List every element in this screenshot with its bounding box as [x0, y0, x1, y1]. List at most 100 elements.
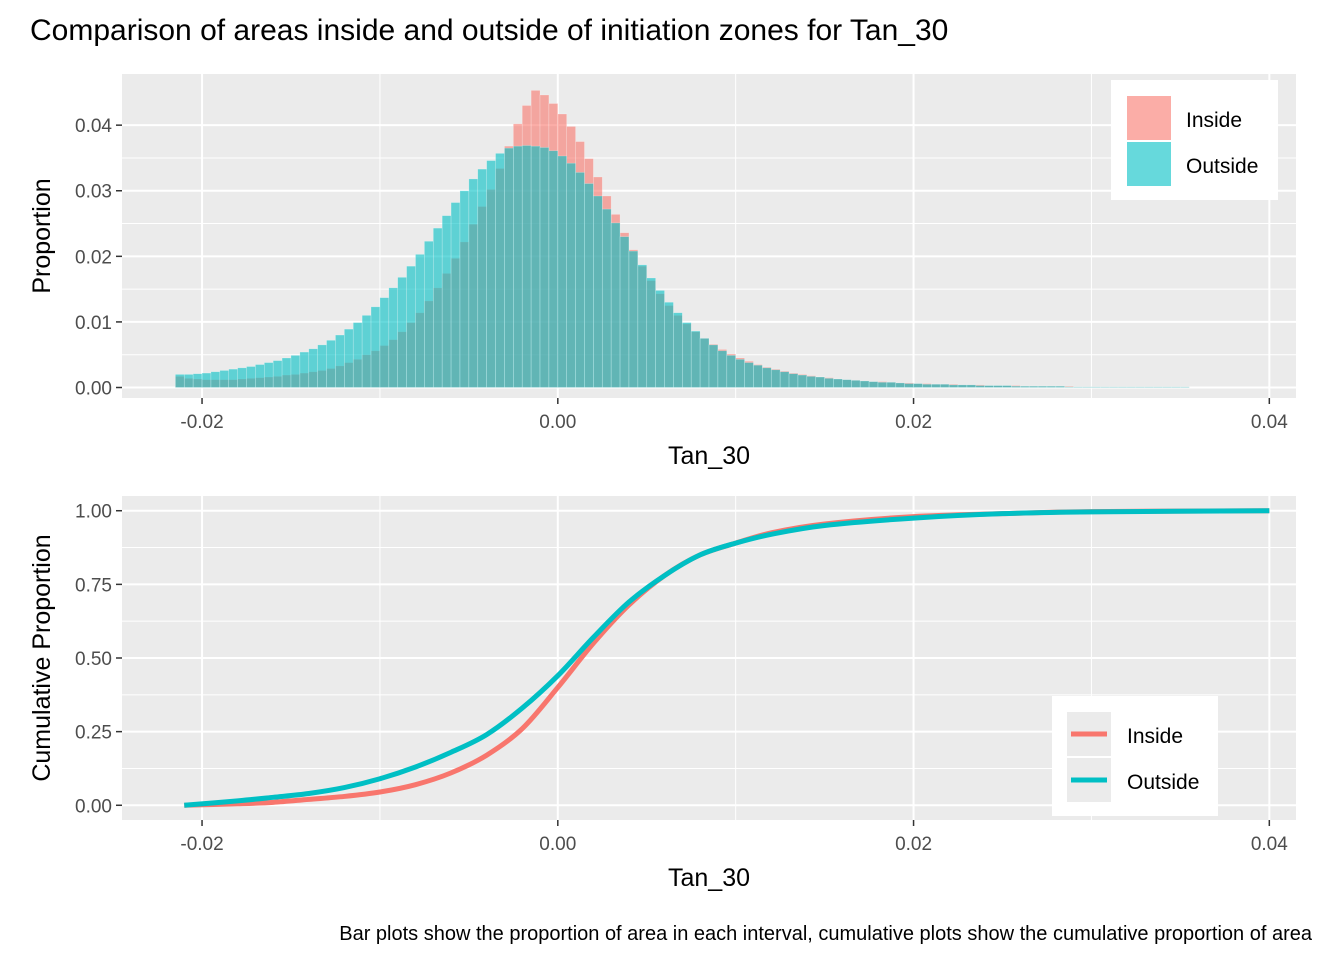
- bar-outside: [192, 373, 203, 388]
- bar-outside: [708, 344, 719, 388]
- bar-outside: [201, 372, 212, 388]
- x-tick-label: -0.02: [180, 412, 223, 433]
- bar-outside: [779, 371, 790, 388]
- cumulative-x-axis-title: Tan_30: [668, 864, 750, 892]
- bar-outside: [397, 277, 407, 388]
- bar-outside: [264, 362, 274, 388]
- bar-outside: [699, 338, 710, 388]
- bar-outside: [824, 378, 834, 388]
- bar-outside: [664, 301, 674, 388]
- x-tick-label: 0.02: [895, 412, 932, 433]
- bar-outside: [1100, 386, 1110, 388]
- bar-outside: [299, 351, 310, 388]
- histogram-panel: 0.00 0.01 0.02 0.03 0.04 -0.02 0.00 0.02 0.04 T…: [28, 74, 1296, 470]
- bar-outside: [317, 344, 327, 388]
- bar-outside: [406, 265, 416, 388]
- bar-outside: [352, 322, 363, 388]
- bar-outside: [281, 357, 292, 388]
- bar-outside: [673, 312, 683, 388]
- bar-outside: [1153, 386, 1163, 388]
- histogram-x-axis: -0.02 0.00 0.02 0.04: [180, 398, 1288, 433]
- bar-outside: [957, 384, 968, 388]
- bar-outside: [228, 368, 238, 388]
- bar-outside: [237, 367, 247, 388]
- bar-outside: [1144, 386, 1154, 388]
- bar-outside: [753, 364, 763, 388]
- cumulative-x-axis: -0.02 0.00 0.02 0.04: [180, 820, 1288, 855]
- bar-outside: [219, 370, 230, 388]
- x-tick-label: 0.04: [1251, 412, 1288, 433]
- bar-outside: [646, 277, 656, 388]
- cumulative-y-axis: 0.00 0.25 0.50 0.75 1.00: [75, 502, 122, 817]
- bar-outside: [1082, 386, 1092, 388]
- bar-outside: [175, 374, 185, 388]
- bar-outside: [566, 162, 576, 388]
- cumulative-lines: [184, 508, 1270, 808]
- bar-outside: [468, 178, 479, 388]
- bar-outside: [966, 384, 977, 388]
- bar-outside: [326, 339, 336, 388]
- cumulative-line-outside: [184, 508, 1270, 808]
- bar-outside: [851, 379, 861, 388]
- bar-outside: [1108, 386, 1119, 388]
- histogram-x-axis-title: Tan_30: [668, 442, 750, 470]
- legend-label-inside: Inside: [1186, 109, 1242, 132]
- y-tick-label: 1.00: [75, 502, 112, 523]
- bar-outside: [388, 287, 399, 388]
- bar-outside: [183, 374, 194, 388]
- bar-outside: [1064, 386, 1074, 388]
- bar-outside: [370, 306, 381, 388]
- bar-outside: [1126, 386, 1137, 388]
- bar-outside: [913, 383, 923, 388]
- bar-outside: [424, 240, 434, 388]
- bar-outside: [504, 147, 514, 388]
- y-tick-label: 0.25: [75, 723, 112, 744]
- bar-outside: [726, 355, 736, 388]
- x-tick-label: 0.00: [539, 834, 576, 855]
- bar-outside: [762, 367, 772, 388]
- bar-outside: [335, 334, 345, 388]
- bar-outside: [441, 215, 452, 388]
- bar-outside: [486, 160, 496, 388]
- y-tick-label: 0.00: [75, 379, 112, 400]
- bar-outside: [815, 376, 825, 388]
- bar-outside: [584, 183, 594, 388]
- bar-outside: [1019, 385, 1030, 388]
- y-tick-label: 0.02: [75, 247, 112, 268]
- bar-outside: [939, 383, 950, 388]
- y-tick-label: 0.50: [75, 649, 112, 670]
- legend-label-outside-cumulative: Outside: [1127, 771, 1199, 794]
- bar-outside: [770, 369, 781, 388]
- histogram-y-axis-title: Proportion: [28, 178, 56, 293]
- bar-outside: [477, 168, 487, 388]
- legend-key-inside: [1127, 96, 1171, 140]
- cumulative-panel: 0.00 0.25 0.50 0.75 1.00 -0.02 0.00 0.02 0.04 T…: [28, 496, 1296, 892]
- x-tick-label: 0.04: [1251, 834, 1288, 855]
- bar-outside: [833, 378, 843, 388]
- bar-outside: [806, 376, 817, 388]
- bar-outside: [682, 322, 692, 388]
- bar-outside: [1011, 385, 1021, 388]
- bar-outside: [1055, 385, 1066, 388]
- bar-outside: [1002, 385, 1012, 388]
- histogram-bars: [175, 90, 1190, 388]
- cumulative-y-axis-title: Cumulative Proportion: [28, 534, 56, 781]
- chart-title: Comparison of areas inside and outside o…: [30, 14, 948, 47]
- histogram-legend: Inside Outside: [1111, 80, 1278, 200]
- bar-outside: [255, 364, 265, 388]
- bar-outside: [450, 202, 461, 388]
- y-tick-label: 0.03: [75, 182, 112, 203]
- y-tick-label: 0.01: [75, 313, 112, 334]
- x-tick-label: 0.02: [895, 834, 932, 855]
- y-tick-label: 0.04: [75, 116, 112, 137]
- bar-outside: [432, 227, 443, 388]
- bar-outside: [361, 315, 372, 388]
- x-tick-label: -0.02: [180, 834, 223, 855]
- bar-outside: [859, 380, 870, 388]
- bar-outside: [984, 385, 994, 388]
- bar-outside: [886, 381, 897, 388]
- legend-label-outside: Outside: [1186, 155, 1258, 178]
- legend-label-inside-cumulative: Inside: [1127, 725, 1183, 748]
- bar-outside: [1117, 386, 1128, 388]
